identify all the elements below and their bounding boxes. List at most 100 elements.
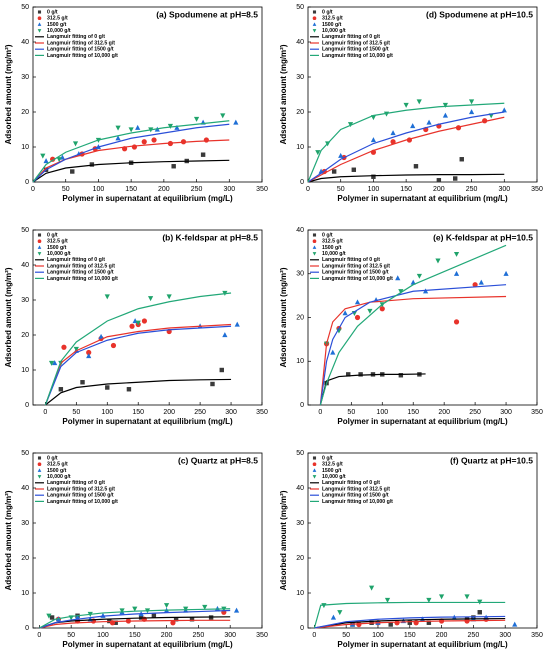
x-tick-label: 0 — [306, 186, 310, 193]
legend-label: 0 g/t — [47, 455, 58, 461]
x-tick-label: 300 — [223, 186, 235, 193]
x-tick-label: 200 — [158, 186, 170, 193]
marker-triangle-up — [86, 353, 92, 359]
y-tick-label: 50 — [296, 4, 304, 11]
marker-square — [151, 613, 157, 618]
x-tick-label: 50 — [67, 632, 75, 639]
y-tick-label: 30 — [21, 520, 29, 527]
fit-line — [44, 325, 232, 406]
x-tick-label: 0 — [43, 409, 47, 416]
legend-marker — [37, 475, 42, 479]
x-tick-label: 250 — [466, 186, 478, 193]
marker-triangle-down — [398, 289, 404, 295]
x-tick-label: 150 — [400, 186, 412, 193]
marker-triangle-down — [315, 150, 321, 156]
panel: 0 50 100 150 200 250 300 35001020304050Polymer … — [279, 450, 543, 649]
legend-marker — [312, 245, 317, 249]
marker-circle — [141, 139, 147, 145]
marker-square — [346, 372, 351, 377]
y-tick-label: 40 — [296, 485, 304, 492]
y-tick-label: 40 — [296, 227, 304, 234]
legend-label: Langmuir fitting of 10,000 g/t — [47, 53, 118, 59]
legend-label: Langmuir fitting of 10,000 g/t — [322, 53, 393, 59]
marker-triangle-up — [354, 299, 361, 305]
marker-triangle-down — [453, 251, 460, 257]
y-tick-label: 30 — [296, 74, 304, 81]
legend-label: 1500 g/t — [322, 22, 342, 28]
fit-line — [32, 123, 230, 183]
legend-label: 10,000 g/t — [322, 251, 346, 257]
marker-triangle-up — [233, 607, 240, 613]
legend-label: Langmuir fitting of 10,000 g/t — [322, 499, 393, 505]
x-axis-label: Polymer in supernatant at equilibrium (m… — [62, 417, 233, 426]
y-tick-label: 0 — [25, 402, 29, 409]
marker-square — [219, 367, 224, 373]
x-tick-label: 350 — [531, 186, 543, 193]
x-tick-label: 300 — [500, 409, 512, 416]
marker-triangle-down — [347, 122, 354, 128]
marker-triangle-down — [202, 604, 208, 610]
y-tick-label: 20 — [296, 314, 304, 321]
y-tick-label: 0 — [25, 179, 29, 186]
fit-line — [45, 378, 232, 406]
x-tick-label: 100 — [372, 632, 384, 639]
marker-triangle-down — [442, 102, 448, 108]
x-tick-label: 250 — [191, 186, 203, 193]
y-tick-label: 40 — [21, 485, 29, 492]
x-tick-label: 250 — [193, 632, 205, 639]
legend-marker — [37, 245, 42, 249]
x-axis-label: Polymer in supernatant at equilibrium (m… — [337, 194, 508, 203]
x-tick-label: 300 — [499, 632, 511, 639]
legend-label: Langmuir fitting of 0 g/t — [47, 480, 105, 486]
legend-label: 10,000 g/t — [47, 28, 71, 34]
marker-circle — [131, 144, 138, 150]
legend-label: 10,000 g/t — [322, 474, 346, 480]
x-tick-label: 50 — [337, 186, 345, 193]
x-tick-label: 50 — [347, 409, 355, 416]
y-tick-label: 0 — [300, 625, 304, 632]
marker-triangle-down — [163, 603, 170, 609]
marker-triangle-up — [390, 130, 396, 136]
marker-triangle-up — [330, 614, 337, 620]
panel-title: (b) K-feldspar at pH=8.5 — [162, 232, 258, 242]
y-tick-label: 30 — [296, 271, 304, 278]
x-tick-label: 200 — [436, 632, 448, 639]
panel: 0 50 100 150 200 250 300 35001020304050Polymer … — [279, 4, 543, 203]
legend-label: 0 g/t — [47, 232, 58, 238]
y-axis-label: Adsorbed amount (mg/m²) — [4, 44, 13, 144]
y-tick-label: 20 — [21, 332, 29, 339]
marker-triangle-down — [72, 141, 79, 147]
y-axis-label: Adsorbed amount (mg/m²) — [279, 267, 288, 367]
legend-marker — [312, 233, 317, 237]
x-tick-label: 0 — [312, 632, 316, 639]
marker-square — [173, 617, 179, 622]
marker-triangle-up — [395, 275, 401, 281]
legend-marker — [37, 16, 42, 21]
legend-label: Langmuir fitting of 0 g/t — [47, 34, 105, 40]
marker-triangle-up — [478, 279, 484, 285]
legend-label: Langmuir fitting of 1500 g/t — [322, 270, 389, 276]
x-tick-label: 250 — [469, 409, 481, 416]
marker-square — [351, 167, 357, 172]
x-tick-label: 150 — [132, 409, 144, 416]
marker-circle — [151, 137, 157, 143]
plot-frame — [32, 452, 263, 629]
fit-line — [319, 373, 426, 406]
legend-label: 312.5 g/t — [322, 16, 343, 22]
marker-triangle-up — [442, 112, 448, 118]
plot-frame — [307, 6, 538, 183]
legend-label: 312.5 g/t — [47, 462, 68, 468]
marker-triangle-up — [426, 119, 432, 125]
marker-triangle-up — [174, 124, 180, 130]
marker-triangle-down — [426, 597, 432, 603]
marker-square — [171, 164, 176, 169]
marker-triangle-down — [147, 296, 154, 302]
marker-triangle-up — [233, 119, 239, 125]
legend-marker — [312, 252, 317, 256]
x-axis-label: Polymer in supernatant at equilibrium (m… — [337, 640, 508, 649]
marker-circle — [141, 318, 148, 324]
legend-label: Langmuir fitting of 10,000 g/t — [47, 499, 118, 505]
marker-triangle-up — [410, 279, 416, 285]
marker-triangle-up — [115, 135, 121, 141]
